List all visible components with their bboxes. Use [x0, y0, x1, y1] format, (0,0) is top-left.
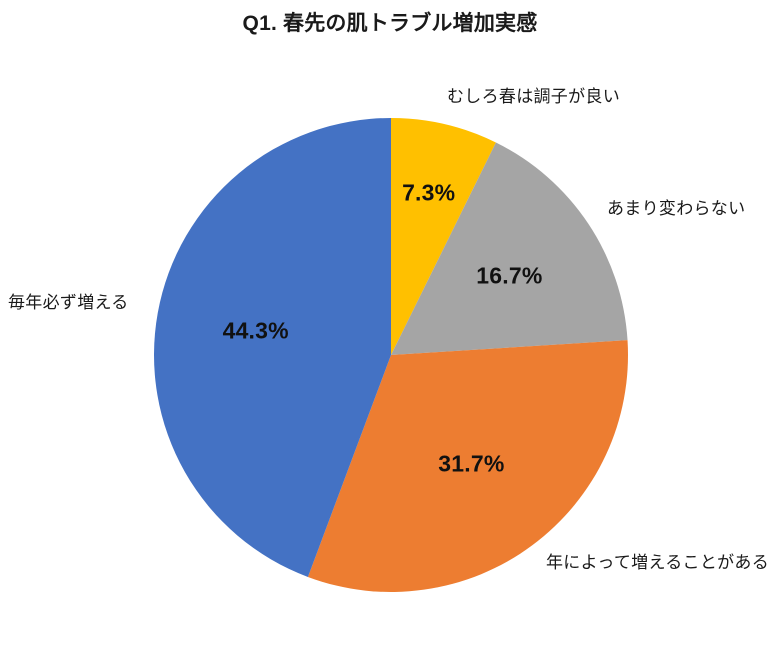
slice-label-amari-kawaranai: あまり変わらない [607, 199, 746, 218]
slice-value-maitoshi-kanarazu-fueru: 44.3% [222, 317, 289, 343]
pie-slice[interactable] [154, 118, 391, 577]
slice-label-mushiro-haru-wa-choushi-ga-yoi: むしろ春は調子が良い [447, 87, 620, 106]
pie-slice[interactable] [391, 118, 496, 355]
pie-slice[interactable] [307, 340, 628, 592]
slice-value-mushiro-haru-wa-choushi-ga-yoi: 7.3% [402, 179, 456, 206]
slice-value-toshi-ni-yotte-fueru-koto-ga-aru: 31.7% [438, 450, 505, 476]
pie-slice[interactable] [391, 142, 628, 356]
slice-label-toshi-ni-yotte-fueru-koto-ga-aru: 年によって増えることがある [546, 553, 770, 572]
slice-label-maitoshi-kanarazu-fueru: 毎年必ず増える [8, 293, 129, 312]
slice-value-amari-kawaranai: 16.7% [476, 262, 543, 289]
pie-slice-group [154, 118, 628, 592]
chart-title: Q1. 春先の肌トラブル増加実感 [242, 12, 538, 35]
